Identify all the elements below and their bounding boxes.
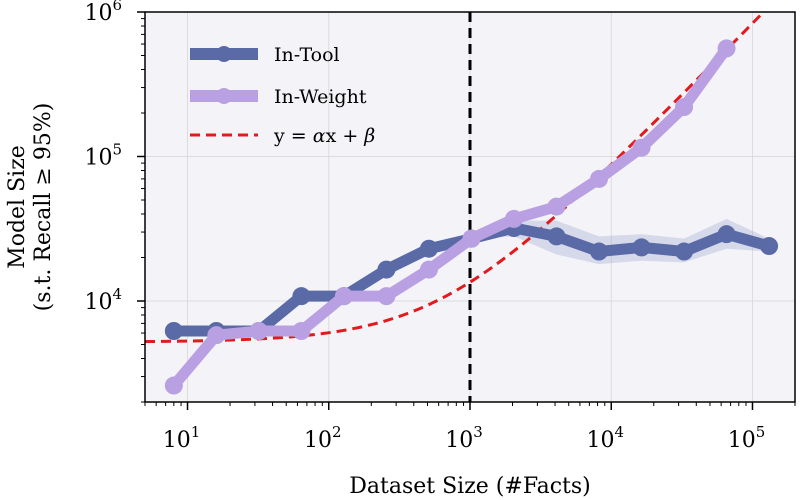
in-weight-point bbox=[632, 138, 651, 157]
in-tool-point bbox=[547, 227, 566, 246]
in-weight-point bbox=[249, 321, 268, 340]
x-tick-base: 10 bbox=[445, 428, 473, 453]
x-tick-exponent: 2 bbox=[332, 423, 342, 441]
in-weight-point bbox=[334, 287, 353, 306]
in-weight-point bbox=[207, 326, 226, 345]
in-tool-point bbox=[419, 239, 438, 258]
legend-fit-beta: β bbox=[363, 125, 375, 147]
x-tick-base: 10 bbox=[586, 428, 614, 453]
in-tool-point bbox=[590, 242, 609, 261]
x-tick-label: 103 bbox=[445, 423, 483, 453]
in-weight-point bbox=[419, 260, 438, 279]
in-tool-point bbox=[760, 237, 779, 256]
legend-label-in-tool: In-Tool bbox=[274, 44, 340, 66]
fit-curve-layer bbox=[145, 12, 766, 344]
x-tick-label: 102 bbox=[304, 423, 342, 453]
x-tick-label: 101 bbox=[163, 423, 201, 453]
x-tick-exponent: 1 bbox=[191, 423, 201, 441]
x-axis-label: Dataset Size (#Facts) bbox=[349, 474, 591, 499]
legend-label-in-weight: In-Weight bbox=[274, 86, 367, 108]
in-tool-point bbox=[164, 321, 183, 340]
in-weight-point bbox=[292, 321, 311, 340]
series-layer bbox=[164, 39, 779, 395]
y-axis-label: Model Size (s.t. Recall ≥ 95%) bbox=[5, 103, 56, 312]
x-tick-base: 10 bbox=[728, 428, 756, 453]
in-weight-point bbox=[462, 229, 481, 248]
y-tick-label: 105 bbox=[84, 140, 122, 170]
in-weight-point bbox=[504, 209, 523, 228]
legend: In-Tool In-Weight y = αx + β bbox=[190, 44, 375, 147]
in-tool-point bbox=[377, 260, 396, 279]
y-tick-exponent: 6 bbox=[112, 0, 122, 14]
in-tool-point bbox=[292, 287, 311, 306]
x-tick-exponent: 5 bbox=[756, 423, 766, 441]
x-tick-label: 104 bbox=[586, 423, 624, 453]
x-tick-label: 105 bbox=[728, 423, 766, 453]
in-tool-point bbox=[717, 225, 736, 244]
y-axis-label-line2: (s.t. Recall ≥ 95%) bbox=[31, 103, 56, 312]
y-tick-base: 10 bbox=[84, 145, 112, 170]
in-weight-point bbox=[590, 169, 609, 188]
legend-label-fit: y = αx + β bbox=[273, 125, 375, 147]
legend-marker-in-tool bbox=[216, 46, 232, 62]
y-tick-label: 104 bbox=[84, 285, 122, 315]
legend-fit-mid: x + bbox=[326, 125, 365, 147]
in-weight-point bbox=[377, 287, 396, 306]
in-tool-point bbox=[632, 238, 651, 257]
fit-curve bbox=[145, 12, 766, 344]
legend-marker-in-weight bbox=[216, 88, 232, 104]
x-tick-exponent: 4 bbox=[614, 423, 624, 441]
axis-ticks bbox=[137, 11, 796, 410]
y-tick-label: 106 bbox=[84, 0, 122, 26]
y-tick-exponent: 5 bbox=[112, 140, 122, 158]
y-tick-base: 10 bbox=[84, 290, 112, 315]
y-axis-label-line1: Model Size bbox=[5, 145, 30, 269]
x-tick-base: 10 bbox=[304, 428, 332, 453]
in-weight-point bbox=[547, 197, 566, 216]
x-tick-exponent: 3 bbox=[473, 423, 483, 441]
y-tick-base: 10 bbox=[84, 1, 112, 26]
in-weight-point bbox=[164, 376, 183, 395]
in-weight-point bbox=[675, 98, 694, 117]
in-weight-point bbox=[717, 39, 736, 58]
legend-fit-alpha: α bbox=[313, 125, 326, 147]
in-tool-point bbox=[675, 242, 694, 261]
x-tick-base: 10 bbox=[163, 428, 191, 453]
legend-fit-main: y = bbox=[273, 125, 313, 147]
y-tick-exponent: 4 bbox=[112, 285, 122, 303]
